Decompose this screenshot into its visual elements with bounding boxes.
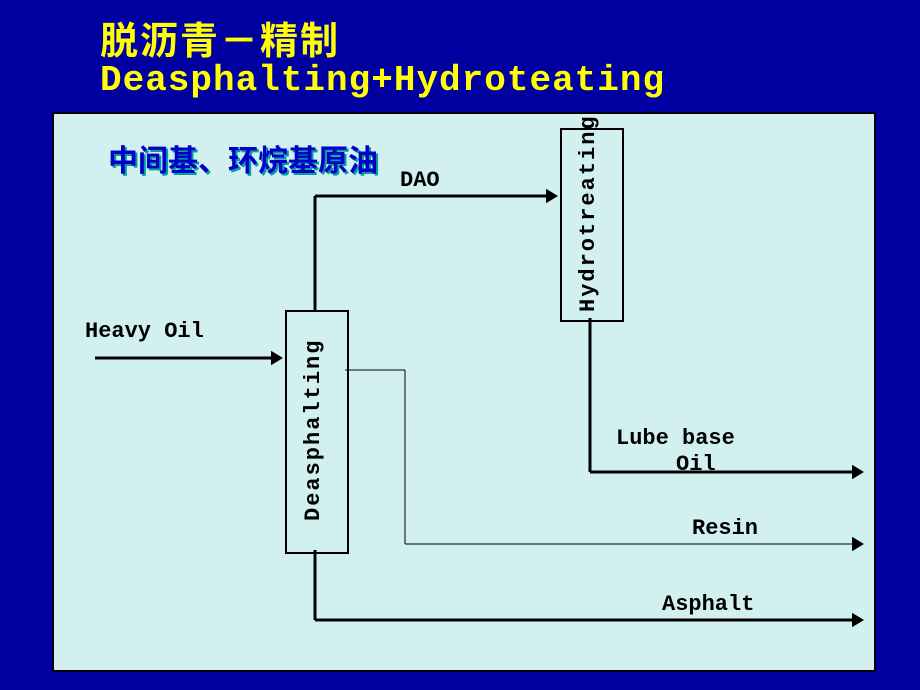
- slide-canvas: 脱沥青－精制Deasphalting+Hydroteating中间基、环烷基原油…: [0, 0, 920, 690]
- flow-lines: [0, 0, 920, 690]
